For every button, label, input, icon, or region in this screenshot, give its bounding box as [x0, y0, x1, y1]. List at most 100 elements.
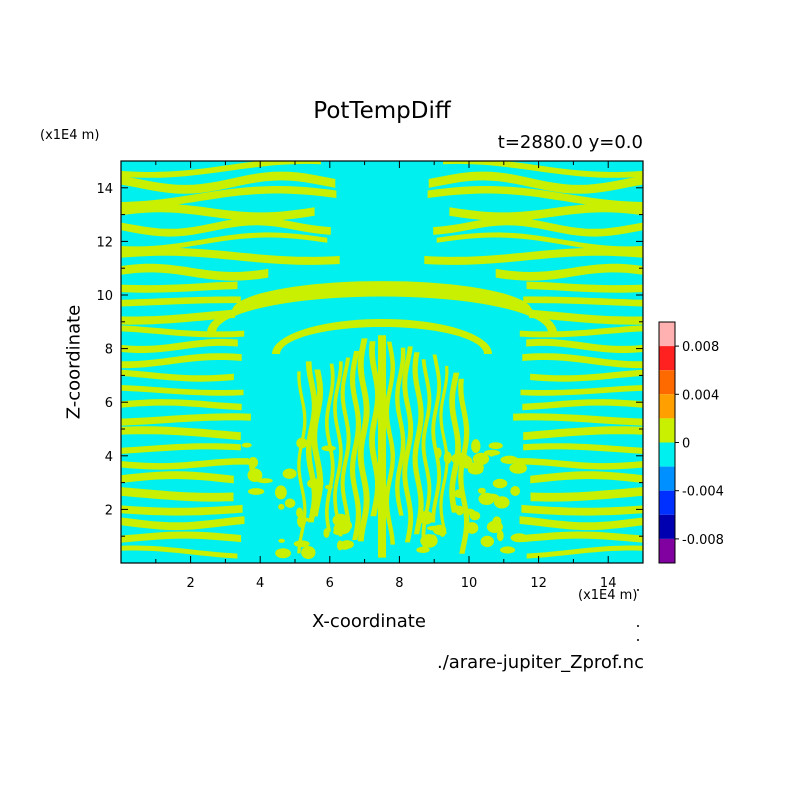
field-band	[513, 413, 643, 426]
field-cell	[297, 514, 306, 528]
field-cell	[472, 452, 490, 465]
colorbar-segment	[659, 322, 675, 347]
field-band	[121, 186, 337, 210]
field-strand	[340, 357, 351, 526]
y-tick-label: 8	[105, 343, 113, 358]
field-band	[121, 516, 245, 531]
field-cell	[282, 468, 297, 479]
field-band	[443, 161, 643, 178]
x-tick-label: 14	[600, 576, 617, 591]
marker-dot	[637, 639, 639, 641]
field-band	[121, 325, 245, 338]
field-cell	[241, 442, 252, 448]
field-cell	[435, 447, 442, 459]
field-band	[121, 232, 328, 252]
field-band	[519, 325, 643, 338]
field-band	[121, 385, 244, 396]
y-tick-label: 10	[96, 289, 113, 304]
field-band	[121, 281, 238, 293]
field-cell	[321, 445, 336, 452]
field-band	[523, 443, 643, 454]
field-band	[436, 232, 643, 252]
colorbar-label: 0.004	[682, 388, 719, 403]
field-cell	[443, 451, 452, 464]
field-cell	[494, 496, 510, 509]
field-cell	[247, 488, 265, 495]
x-tick-label: 6	[326, 576, 334, 591]
field-strand	[333, 361, 343, 537]
field-strand	[297, 371, 307, 554]
field-cell	[284, 498, 296, 508]
field-cell	[461, 456, 473, 469]
field-cell	[275, 548, 291, 559]
source-filename: ./arare-jupiter_Zprof.nc	[436, 652, 644, 673]
field-cell	[480, 535, 494, 548]
field-band	[121, 413, 251, 426]
field-cell	[421, 515, 434, 522]
field-cell	[296, 507, 304, 518]
y-tick-label: 2	[105, 503, 113, 518]
z-axis-units: (x1E4 m)	[40, 128, 100, 143]
field-band	[121, 353, 242, 369]
field-cell	[465, 522, 479, 534]
field-band	[121, 504, 243, 516]
field-dome	[207, 287, 557, 333]
field-cell	[416, 546, 430, 554]
field-strand	[449, 372, 461, 513]
field-band	[526, 545, 643, 559]
x-axis-units: (x1E4 m)	[578, 588, 638, 603]
y-tick-label: 4	[105, 450, 113, 465]
field-cell	[510, 533, 528, 543]
field-cell	[324, 484, 333, 490]
field-cell	[496, 530, 504, 542]
field-strand	[412, 352, 424, 535]
field-strand	[349, 351, 361, 540]
field-band	[121, 458, 249, 470]
field-band	[427, 186, 643, 210]
field-cell	[278, 538, 285, 543]
field-band	[530, 471, 643, 484]
field-cell	[420, 534, 438, 548]
field-cell	[296, 437, 308, 449]
field-cell	[477, 487, 486, 494]
field-pattern	[121, 161, 643, 559]
field-strand	[357, 338, 370, 542]
field-cell	[275, 485, 287, 500]
x-tick-label: 10	[461, 576, 478, 591]
field-cell	[488, 442, 503, 450]
colorbar-segment	[659, 370, 675, 395]
field-band	[121, 531, 242, 543]
field-cell	[257, 478, 273, 484]
colorbar-segment	[659, 442, 675, 467]
field-band	[522, 399, 643, 411]
field-band	[121, 426, 241, 441]
field-band	[515, 458, 643, 470]
field-band	[121, 471, 234, 484]
colorbar-label: 0.008	[682, 340, 719, 355]
y-tick-label: 12	[96, 235, 113, 250]
colorbar-segment	[659, 418, 675, 443]
colorbar-label: -0.008	[682, 533, 724, 548]
field-band	[526, 338, 643, 353]
plot-frame	[120, 160, 644, 564]
y-tick-label: 6	[105, 396, 113, 411]
x-tick-label: 12	[530, 576, 547, 591]
field-stem	[378, 335, 386, 558]
x-tick-label: 8	[395, 576, 403, 591]
field-band	[121, 399, 242, 411]
field-band	[121, 369, 234, 382]
field-band	[121, 545, 238, 559]
chart-subtitle: t=2880.0 y=0.0	[497, 132, 643, 153]
field-band	[519, 516, 643, 531]
field-cell	[307, 478, 324, 489]
field-band	[121, 338, 238, 353]
field-cell	[483, 449, 501, 456]
y-tick-label: 14	[96, 182, 113, 197]
field-band	[530, 487, 643, 502]
field-cell	[339, 542, 350, 550]
field-band	[121, 263, 269, 281]
field-band	[121, 296, 241, 307]
field-strand	[431, 354, 442, 523]
field-band	[520, 385, 643, 396]
